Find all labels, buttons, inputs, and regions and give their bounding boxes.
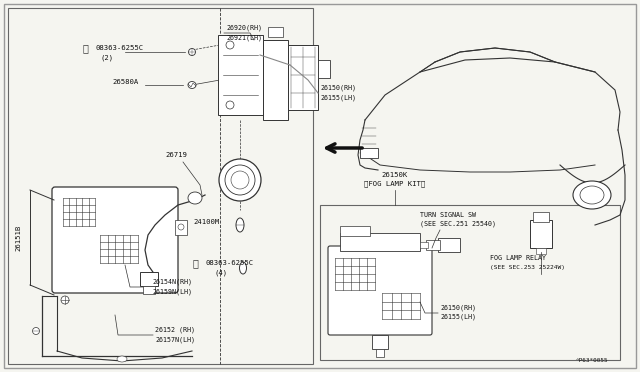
Text: 08363-6255C: 08363-6255C — [205, 260, 253, 266]
Ellipse shape — [236, 218, 244, 232]
Text: 26152 (RH): 26152 (RH) — [155, 327, 195, 333]
Ellipse shape — [178, 224, 184, 230]
Text: TURN SIGNAL SW: TURN SIGNAL SW — [420, 212, 476, 218]
Ellipse shape — [188, 81, 196, 89]
Ellipse shape — [225, 165, 255, 195]
Text: 26154N(RH): 26154N(RH) — [152, 279, 192, 285]
Bar — [426, 240, 440, 250]
FancyBboxPatch shape — [52, 187, 178, 293]
Text: (4): (4) — [215, 270, 228, 276]
Text: ^P63*0055: ^P63*0055 — [575, 358, 608, 363]
Text: 26920(RH): 26920(RH) — [226, 25, 262, 31]
Bar — [288, 45, 318, 110]
Bar — [143, 286, 155, 294]
Bar — [175, 220, 187, 235]
Bar — [360, 148, 378, 158]
Bar — [320, 205, 620, 360]
Text: 26150K: 26150K — [382, 172, 408, 178]
Bar — [376, 349, 384, 357]
Text: Ⓢ: Ⓢ — [192, 258, 198, 268]
Ellipse shape — [117, 356, 127, 362]
Text: 26150(RH): 26150(RH) — [440, 305, 476, 311]
Text: 26155(LH): 26155(LH) — [320, 95, 356, 101]
Bar — [438, 238, 460, 252]
Ellipse shape — [61, 296, 69, 304]
Bar — [340, 226, 370, 236]
Text: Ⓢ: Ⓢ — [82, 43, 88, 53]
Text: 26150(RH): 26150(RH) — [320, 85, 356, 91]
Text: 26155(LH): 26155(LH) — [440, 314, 476, 320]
Bar — [372, 335, 388, 349]
Text: 〈FOG LAMP KIT〉: 〈FOG LAMP KIT〉 — [364, 181, 426, 187]
Bar — [420, 242, 428, 248]
Ellipse shape — [33, 327, 40, 334]
Text: 08363-6255C: 08363-6255C — [95, 45, 143, 51]
Text: 26580A: 26580A — [112, 79, 138, 85]
Text: (2): (2) — [100, 55, 113, 61]
FancyBboxPatch shape — [328, 246, 432, 335]
Bar — [318, 60, 330, 78]
Bar — [8, 8, 313, 364]
Text: (SEE SEC.253 25224W): (SEE SEC.253 25224W) — [490, 264, 565, 269]
Ellipse shape — [226, 41, 234, 49]
Bar — [268, 27, 283, 37]
Text: 26157N(LH): 26157N(LH) — [155, 337, 195, 343]
Ellipse shape — [188, 192, 202, 204]
Ellipse shape — [239, 262, 246, 274]
Text: (SEE SEC.251 25540): (SEE SEC.251 25540) — [420, 221, 496, 227]
Bar — [340, 233, 420, 251]
Text: 26159N(LH): 26159N(LH) — [152, 289, 192, 295]
Text: 24100M: 24100M — [193, 219, 220, 225]
Bar — [533, 212, 549, 222]
Bar — [140, 272, 158, 286]
Text: 26921(LH): 26921(LH) — [226, 35, 262, 41]
Bar — [536, 248, 546, 254]
Ellipse shape — [219, 159, 261, 201]
Ellipse shape — [231, 171, 249, 189]
Ellipse shape — [573, 181, 611, 209]
Text: FOG LAMP RELAY: FOG LAMP RELAY — [490, 255, 546, 261]
Text: 26719: 26719 — [165, 152, 187, 158]
Bar — [218, 35, 263, 115]
Ellipse shape — [580, 186, 604, 204]
Polygon shape — [263, 40, 288, 120]
Ellipse shape — [226, 101, 234, 109]
Ellipse shape — [189, 48, 195, 55]
Text: 26151B: 26151B — [15, 225, 21, 251]
Bar — [530, 220, 552, 248]
